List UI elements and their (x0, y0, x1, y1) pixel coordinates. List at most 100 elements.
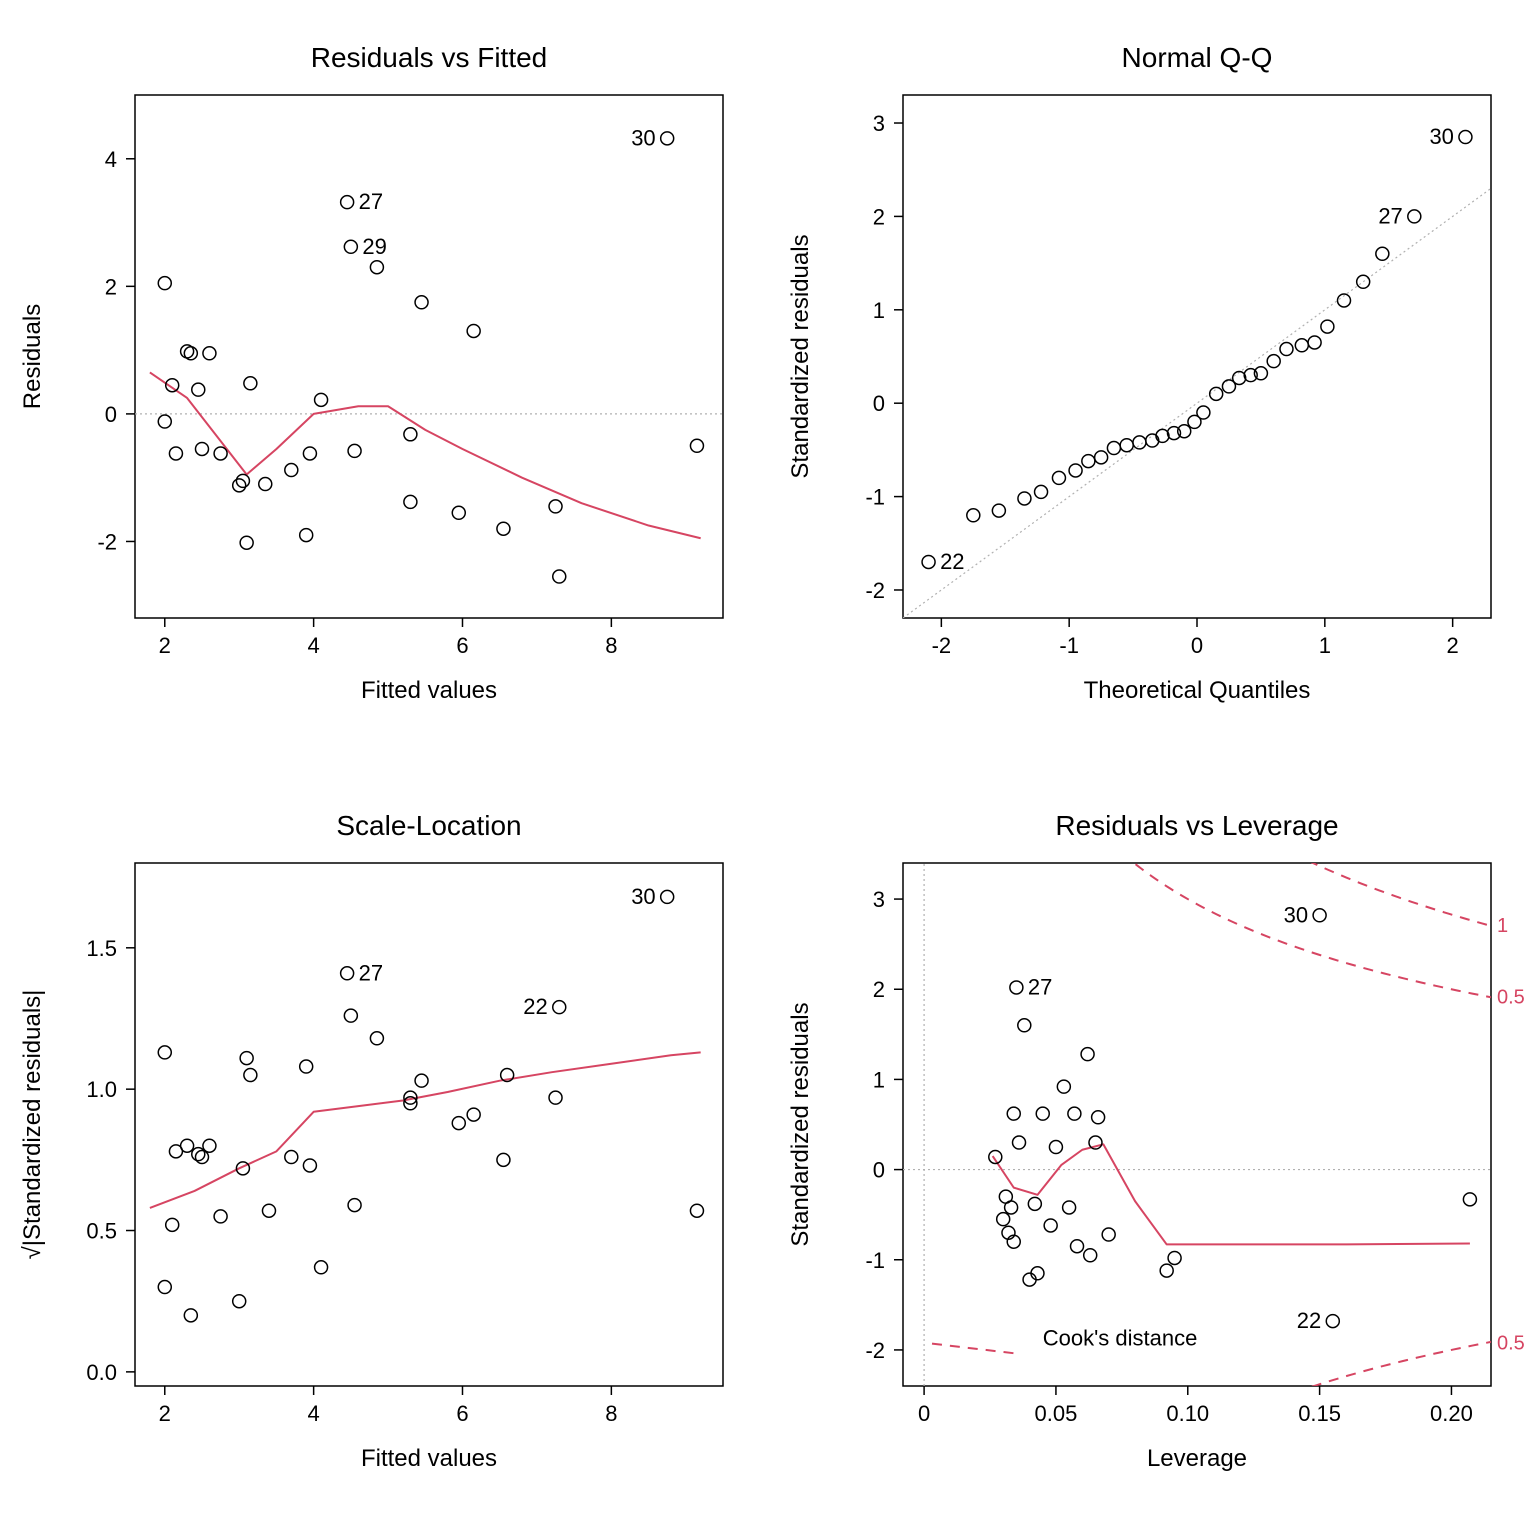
chart-title: Scale-Location (336, 810, 521, 841)
svg-text:0: 0 (873, 391, 885, 416)
data-point (166, 1218, 179, 1231)
data-point (404, 428, 417, 441)
data-point (1010, 981, 1023, 994)
data-point (315, 393, 328, 406)
data-point (1463, 1193, 1476, 1206)
svg-text:2: 2 (873, 977, 885, 1002)
svg-text:8: 8 (605, 1401, 617, 1426)
svg-text:6: 6 (456, 633, 468, 658)
data-point (415, 1074, 428, 1087)
svg-text:0.05: 0.05 (1035, 1401, 1078, 1426)
svg-text:1: 1 (873, 298, 885, 323)
chart-title: Normal Q-Q (1122, 42, 1273, 73)
data-point (1052, 471, 1065, 484)
data-point (285, 1151, 298, 1164)
svg-text:-2: -2 (865, 1338, 885, 1363)
cooks-distance-label: Cook's distance (1043, 1325, 1198, 1350)
data-point (315, 1261, 328, 1274)
data-point (192, 1148, 205, 1161)
data-point (300, 529, 313, 542)
point-label: 30 (1429, 124, 1453, 149)
point-label: 27 (359, 960, 383, 985)
data-point (452, 1117, 465, 1130)
data-point (1057, 1080, 1070, 1093)
data-point (553, 570, 566, 583)
data-point (967, 509, 980, 522)
data-point (370, 1032, 383, 1045)
data-point (1357, 275, 1370, 288)
svg-text:8: 8 (605, 633, 617, 658)
data-point (1068, 1107, 1081, 1120)
data-point (1321, 320, 1334, 333)
data-point (344, 1009, 357, 1022)
data-point (1063, 1201, 1076, 1214)
chart-title: Residuals vs Leverage (1055, 810, 1338, 841)
svg-text:0.15: 0.15 (1298, 1401, 1341, 1426)
data-point (497, 522, 510, 535)
data-point (184, 1309, 197, 1322)
data-point (415, 296, 428, 309)
data-point (1018, 1019, 1031, 1032)
chart-residuals_vs_fitted: Residuals vs Fitted2468-2024Fitted value… (0, 0, 768, 768)
svg-text:4: 4 (308, 633, 320, 658)
chart-scale_location: Scale-Location24680.00.51.01.5Fitted val… (0, 768, 768, 1536)
data-point (1013, 1136, 1026, 1149)
data-point (1069, 464, 1082, 477)
data-point (549, 1091, 562, 1104)
point-label: 27 (1378, 203, 1402, 228)
data-point (344, 240, 357, 253)
data-point (553, 1001, 566, 1014)
point-label: 30 (1284, 902, 1308, 927)
data-point (240, 1052, 253, 1065)
data-point (1408, 210, 1421, 223)
data-point (348, 444, 361, 457)
data-point (690, 1204, 703, 1217)
y-axis-label: Residuals (19, 304, 46, 409)
svg-text:0.10: 0.10 (1166, 1401, 1209, 1426)
svg-text:0: 0 (873, 1158, 885, 1183)
data-point (158, 277, 171, 290)
x-axis-label: Fitted values (361, 677, 497, 704)
data-point (341, 967, 354, 980)
point-label: 22 (1297, 1308, 1321, 1333)
point-label: 22 (523, 994, 547, 1019)
svg-text:-1: -1 (865, 1248, 885, 1273)
data-point (1007, 1107, 1020, 1120)
data-point (467, 324, 480, 337)
data-point (300, 1060, 313, 1073)
svg-text:2: 2 (159, 633, 171, 658)
svg-text:2: 2 (1447, 633, 1459, 658)
data-point (1081, 1048, 1094, 1061)
data-point (1160, 1264, 1173, 1277)
point-label: 27 (1028, 974, 1052, 999)
data-point (262, 1204, 275, 1217)
x-axis-label: Leverage (1147, 1445, 1247, 1472)
data-point (259, 478, 272, 491)
svg-text:0.20: 0.20 (1430, 1401, 1473, 1426)
chart-title: Residuals vs Fitted (311, 42, 548, 73)
y-axis-label: Standardized residuals (787, 234, 814, 478)
data-point (1028, 1197, 1041, 1210)
data-point (1044, 1219, 1057, 1232)
svg-text:-1: -1 (865, 485, 885, 510)
data-point (184, 347, 197, 360)
data-point (549, 500, 562, 513)
data-point (1049, 1141, 1062, 1154)
data-point (1308, 336, 1321, 349)
data-point (214, 447, 227, 460)
data-point (1146, 434, 1159, 447)
svg-text:0: 0 (918, 1401, 930, 1426)
data-point (1095, 451, 1108, 464)
svg-text:2: 2 (105, 274, 117, 299)
point-label: 27 (359, 189, 383, 214)
data-point (214, 1210, 227, 1223)
data-point (997, 1213, 1010, 1226)
data-point (661, 890, 674, 903)
data-point (690, 439, 703, 452)
data-point (404, 495, 417, 508)
data-point (370, 261, 383, 274)
svg-text:1.5: 1.5 (86, 936, 117, 961)
svg-text:0: 0 (105, 402, 117, 427)
data-point (1102, 1228, 1115, 1241)
svg-text:-2: -2 (97, 529, 117, 554)
